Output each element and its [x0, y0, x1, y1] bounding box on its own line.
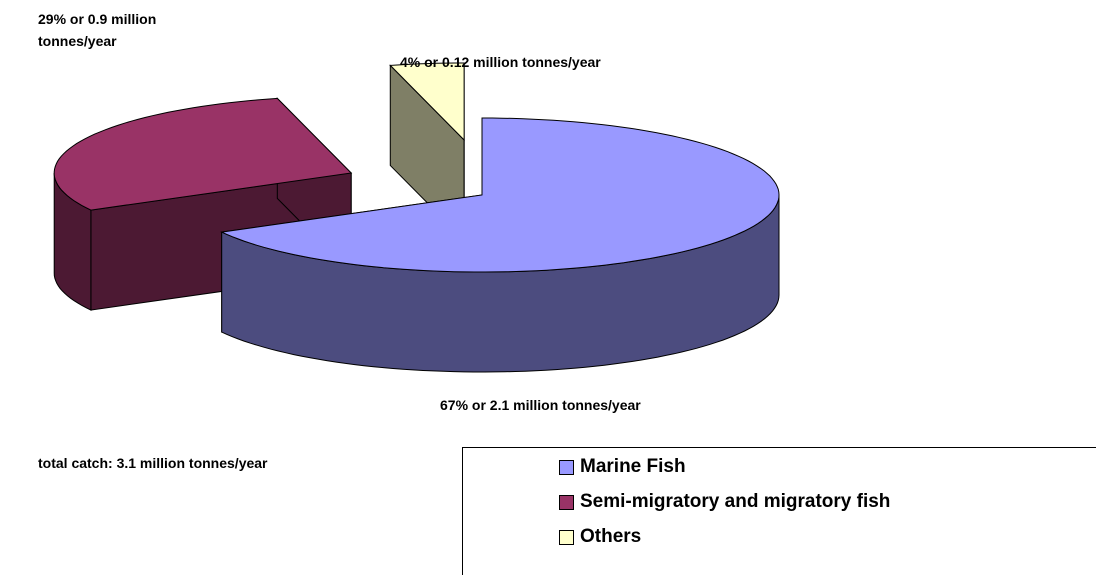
- slice: [389, 62, 465, 242]
- slice-top: [389, 62, 465, 142]
- legend-item: Marine Fish: [559, 456, 686, 478]
- legend-swatch: [559, 459, 574, 475]
- slice-top: [53, 97, 353, 211]
- legend: Marine Fish Semi-migratory and migratory …: [462, 447, 1096, 575]
- legend-label: Others: [580, 526, 642, 547]
- slice: [53, 97, 353, 311]
- slice: [219, 117, 780, 373]
- legend-label: Marine Fish: [580, 456, 686, 477]
- pie-area: [53, 62, 780, 373]
- value-label: 4% or 0.12 million tonnes/year: [400, 54, 601, 70]
- annotation: total catch: 3.1 million tonnes/year: [38, 455, 268, 471]
- legend-swatch: [559, 494, 574, 510]
- value-label: 29% or 0.9 million tonnes/year: [38, 11, 157, 49]
- value-label: 67% or 2.1 million tonnes/year: [440, 397, 641, 413]
- legend-item: Semi-migratory and migratory fish: [559, 491, 890, 513]
- legend-item: Others: [559, 526, 641, 548]
- slice-top: [219, 117, 780, 273]
- legend-swatch: [559, 529, 574, 545]
- legend-label: Semi-migratory and migratory fish: [580, 491, 891, 512]
